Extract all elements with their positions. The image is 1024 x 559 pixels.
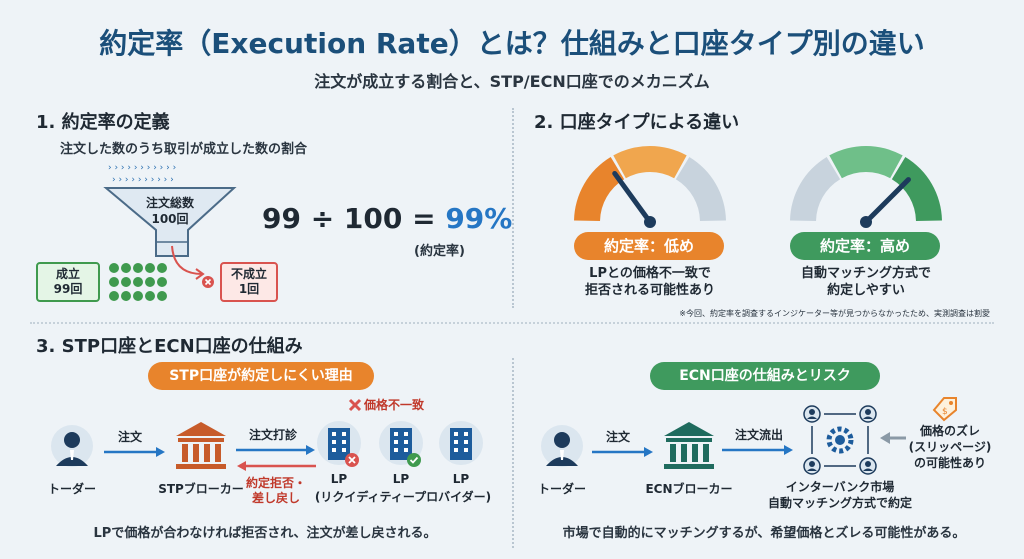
success-box: 成立 99回 — [36, 262, 100, 302]
ecn-order-flow-label: 注文流出 — [734, 428, 783, 442]
trader-icon — [51, 425, 93, 467]
gauge-low-needle — [612, 170, 653, 225]
svg-text:› › › › › › › › › ›: › › › › › › › › › › — [112, 175, 174, 185]
gauge-high-needle — [863, 177, 911, 225]
divider-vertical-top — [512, 108, 514, 308]
ecn-trader-label: トーダー — [537, 482, 586, 496]
formula-result: 99% — [445, 202, 513, 235]
stp-reject-label-1: 約定拒否・ — [245, 476, 306, 490]
gauge-high-desc-2: 約定しやすい — [827, 283, 905, 298]
funnel-label-1: 注文総数 — [145, 196, 194, 210]
ecn-order-label: 注文 — [605, 430, 630, 444]
success-check-grid-icon — [109, 263, 167, 301]
stp-order-hit-arrow-icon — [236, 445, 315, 455]
gauge-high — [790, 146, 942, 228]
lp3-building-icon — [439, 421, 483, 465]
formula-note: (約定率) — [414, 244, 465, 259]
gauge-high-badge: 約定率：高め — [790, 232, 940, 260]
gauge-high-segment-1 — [790, 156, 841, 222]
ecn-market-label-2: 自動マッチング方式で約定 — [767, 496, 912, 510]
stp-order-hit-label: 注文打診 — [248, 428, 297, 442]
divider-horizontal — [30, 322, 994, 324]
divider-vertical-bottom — [512, 358, 514, 548]
ecn-summary: 市場で自動的にマッチングするが、希望価格とズレる可能性がある。 — [562, 526, 966, 541]
section3-heading: 3. STP口座とECN口座の仕組み — [36, 336, 303, 357]
formula: 99 ÷ 100 = 99% — [262, 202, 512, 235]
section1-heading: 1. 約定率の定義 — [36, 112, 170, 133]
stp-broker-bank-icon — [176, 422, 226, 469]
lp1-label: LP — [330, 472, 348, 486]
stp-reject-label-2: 差し戻し — [251, 491, 300, 505]
ecn-order-flow-arrow-icon — [722, 445, 793, 455]
ecn-order-arrow-icon — [592, 447, 653, 457]
gauge-high-hub — [860, 216, 872, 228]
stp-trader-label: トーダー — [47, 482, 96, 496]
gauge-high-desc-1: 自動マッチング方式で — [800, 266, 931, 281]
funnel-icon: › › › › › › › › › › › › › › › › › › › › … — [103, 163, 237, 257]
gauge-low-badge: 約定率：低め — [574, 232, 724, 260]
fail-count: 1回 — [238, 282, 260, 296]
ecn-broker-label: ECNブローカー — [645, 482, 733, 496]
svg-text:› › › › › › › › › › ›: › › › › › › › › › › › — [108, 163, 176, 173]
success-label: 成立 — [55, 267, 80, 281]
fail-x-icon — [202, 276, 214, 288]
lp3-label: LP — [452, 472, 470, 486]
stp-title-badge: STP口座が約定しにくい理由 — [148, 362, 374, 390]
price-mismatch-label: 価格不一致 — [364, 398, 425, 412]
gauge-low-segment-3 — [675, 156, 726, 222]
gauge-low-hub — [644, 216, 656, 228]
section2-footnote: ※今回、約定率を調査するインジケーター等が見つからなかったため、実測調査は割愛 — [679, 309, 990, 318]
slippage-arrow-icon — [880, 432, 906, 444]
success-count: 99回 — [53, 282, 83, 296]
gauge-high-segment-2 — [829, 146, 903, 179]
matching-network-icon — [803, 405, 877, 475]
stp-order-label: 注文 — [117, 430, 142, 444]
ecn-title-badge: ECN口座の仕組みとリスク — [650, 362, 880, 390]
funnel-label-2: 100回 — [151, 212, 189, 226]
section2-heading: 2. 口座タイプによる違い — [534, 112, 740, 133]
svg-text:$: $ — [942, 407, 948, 417]
gauge-low-segment-1 — [574, 156, 625, 222]
price-tag-icon: $ — [932, 397, 957, 422]
gauge-low — [574, 146, 726, 228]
slippage-label-2: (スリッページ) — [908, 440, 992, 454]
lp1-building-icon — [317, 421, 361, 467]
slippage-label-3: の可能性あり — [913, 456, 986, 470]
gauge-low-segment-2 — [613, 146, 687, 179]
price-mismatch-x-icon — [348, 398, 362, 412]
lp2-label: LP — [392, 472, 410, 486]
section1-description: 注文した数のうち取引が成立した数の割合 — [60, 142, 308, 157]
curve-arrow-icon — [171, 245, 205, 280]
gauge-low-desc-2: 拒否される可能性あり — [584, 283, 715, 298]
lp2-building-icon — [379, 421, 423, 467]
ecn-market-label-1: インターバンク市場 — [785, 480, 895, 494]
gauge-high-segment-3 — [891, 156, 942, 222]
stp-summary: LPで価格が合わなければ拒否され、注文が差し戻される。 — [93, 526, 437, 541]
lp-full-label: (リクイディティープロバイダー) — [314, 490, 492, 504]
formula-left: 99 ÷ 100 = — [262, 202, 436, 235]
stp-reject-arrow-icon — [237, 461, 316, 471]
page-subtitle: 注文が成立する割合と、STP/ECN口座でのメカニズム — [314, 72, 710, 91]
gauge-low-desc-1: LPとの価格不一致で — [589, 266, 711, 281]
slippage-label-1: 価格のズレ — [919, 424, 980, 438]
fail-label: 不成立 — [230, 267, 267, 281]
stp-broker-label: STPブローカー — [158, 482, 244, 496]
fail-box: 不成立 1回 — [220, 262, 278, 302]
stp-order-arrow-icon — [104, 447, 165, 457]
ecn-trader-icon — [541, 425, 583, 467]
ecn-broker-bank-icon — [664, 422, 714, 469]
page-title: 約定率（Execution Rate）とは？仕組みと口座タイプ別の違い — [99, 27, 925, 60]
